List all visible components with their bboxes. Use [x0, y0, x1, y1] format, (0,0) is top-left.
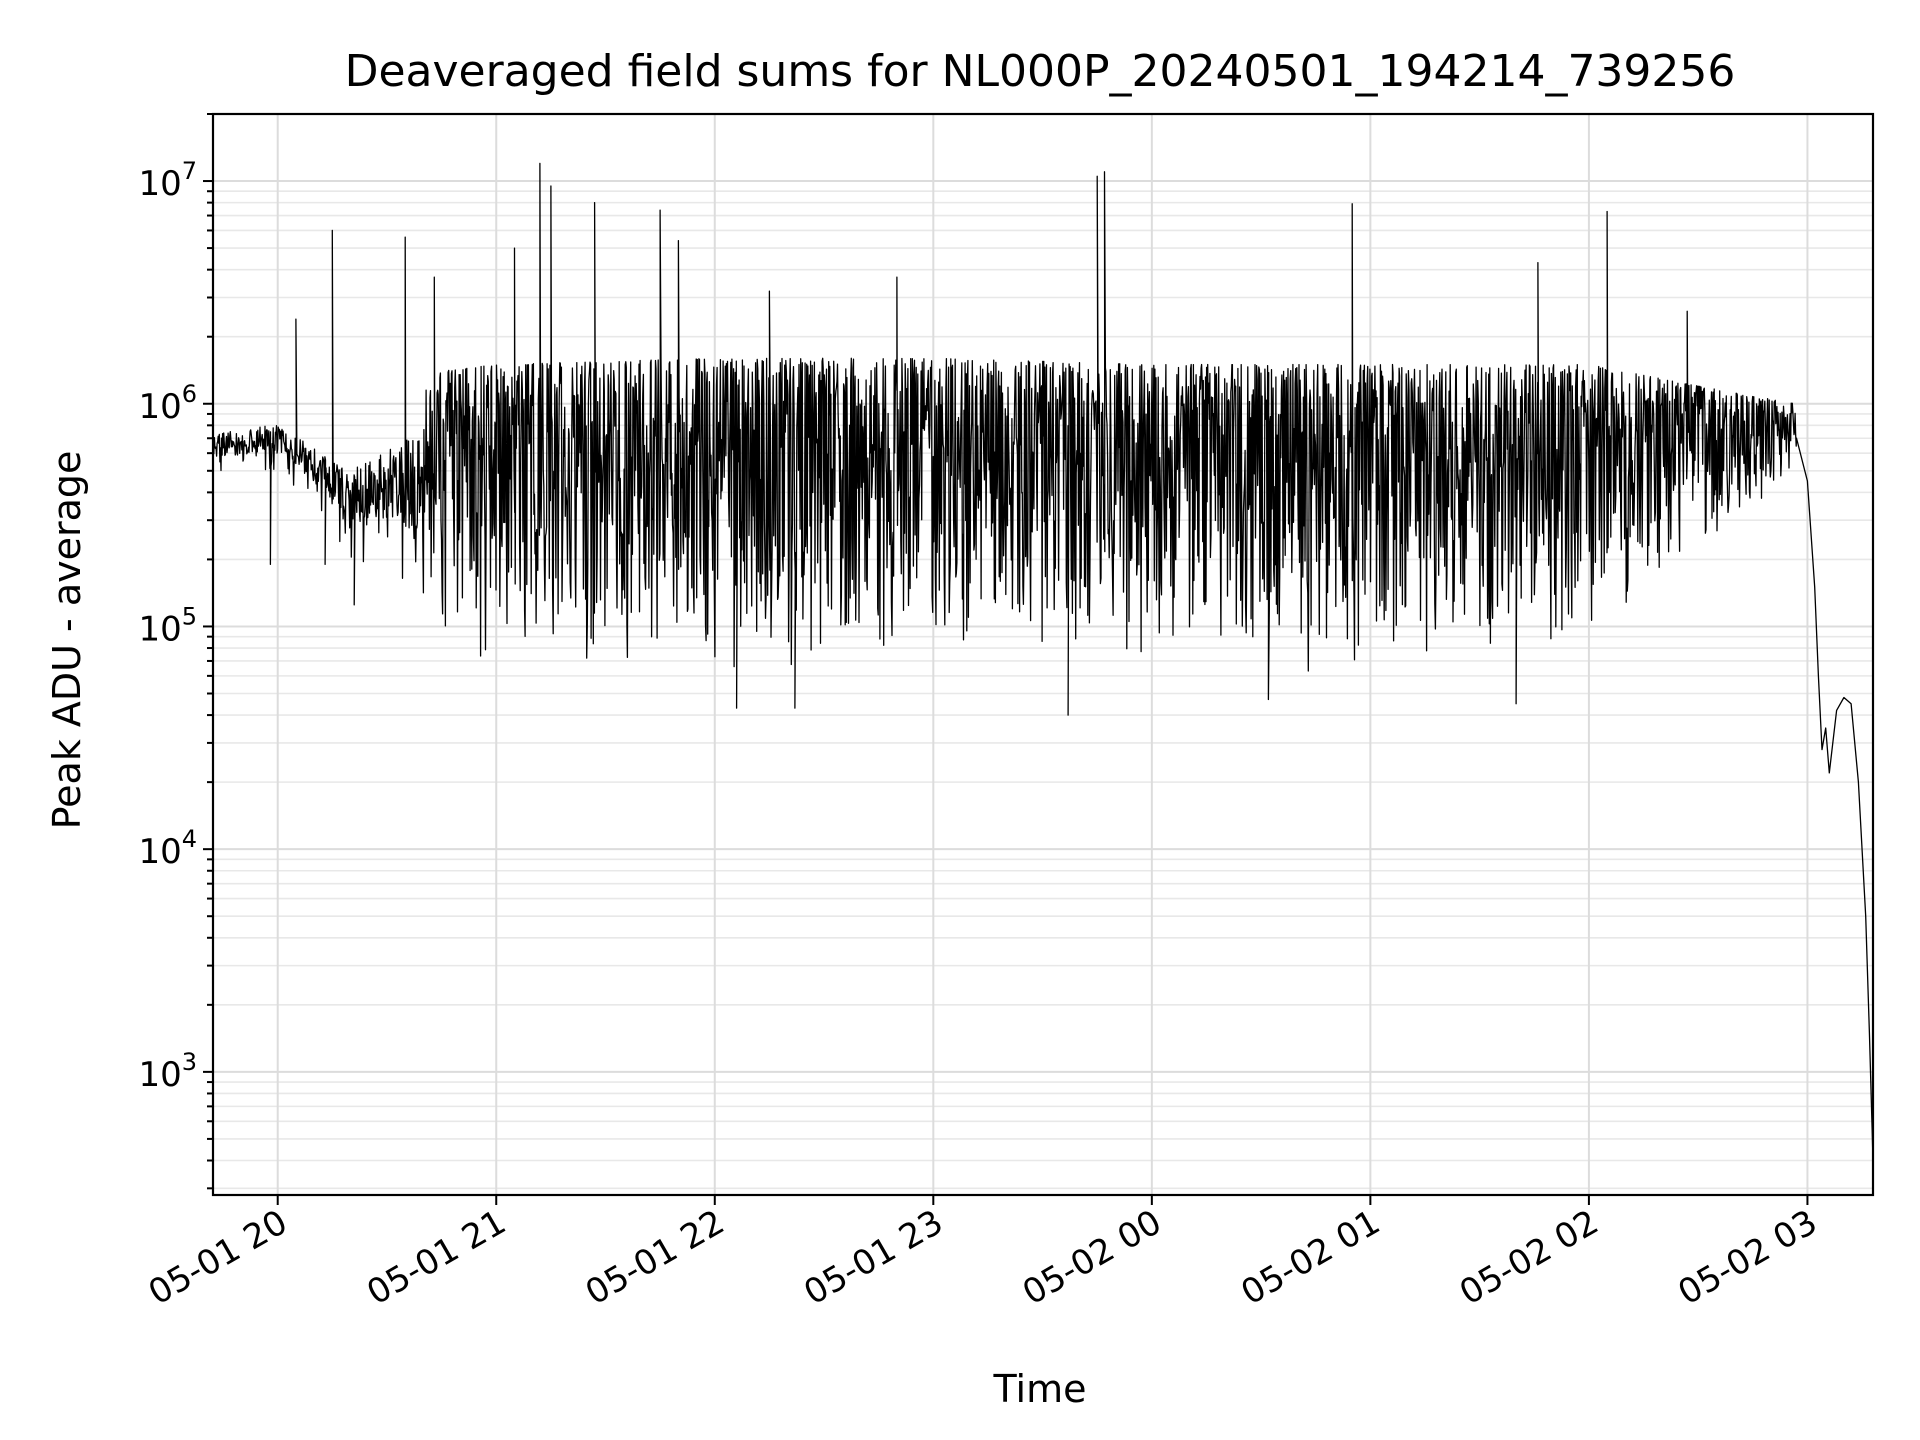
x-tick-label: 05-02 01 — [1234, 1202, 1386, 1313]
y-tick-label: 106 — [138, 380, 197, 427]
y-tick-label: 103 — [138, 1048, 197, 1095]
plot-frame — [211, 112, 1875, 1197]
x-axis: 05-01 20 05-01 21 05-01 22 05-01 23 05-02 00… — [142, 1195, 1824, 1313]
x-tick-label: 05-01 23 — [797, 1202, 949, 1313]
x-tick-label: 05-01 20 — [142, 1202, 294, 1313]
x-tick-label: 05-02 03 — [1672, 1202, 1824, 1313]
grid — [213, 113, 1873, 1195]
series-line — [213, 162, 1873, 1161]
x-tick-label: 05-02 00 — [1016, 1202, 1168, 1313]
x-tick-label: 05-02 02 — [1453, 1202, 1605, 1313]
y-tick-label: 104 — [138, 825, 197, 872]
y-axis: 103 104 105 106 107 — [138, 113, 213, 1190]
y-tick-label: 105 — [138, 602, 197, 649]
plot-area — [213, 162, 1873, 1161]
x-tick-label: 05-01 22 — [579, 1202, 731, 1313]
x-tick-label: 05-01 21 — [360, 1202, 512, 1313]
x-axis-label: Time — [993, 1367, 1087, 1411]
y-tick-label: 107 — [138, 157, 197, 204]
y-axis-label: Peak ADU - average — [45, 451, 89, 830]
chart-title: Deaveraged field sums for NL000P_2024050… — [345, 46, 1736, 97]
